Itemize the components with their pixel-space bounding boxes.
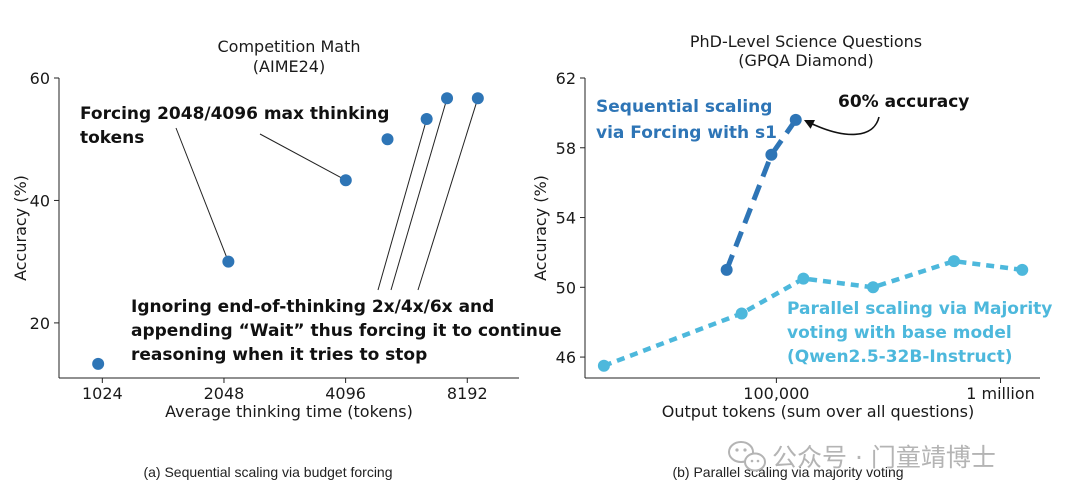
chart-b-ytick-label: 46 <box>556 348 576 367</box>
series-sequential-label: Sequential scaling via Forcing with s1 <box>596 97 778 143</box>
annotation-budget-leader <box>175 127 229 262</box>
series-parallel-point <box>735 307 748 320</box>
series-sequential-point <box>765 148 778 161</box>
series-parallel-line <box>603 258 1023 368</box>
chart-a-point <box>381 133 394 146</box>
watermark: 公众号 · 门童靖博士 <box>728 441 996 472</box>
chart-a-point <box>441 92 454 105</box>
chart-aime24: Competition Math (AIME24) 20 40 60 1024 204… <box>11 37 567 480</box>
chart-a-annotation-budget: Forcing 2048/4096 max thinking tokens <box>80 104 395 148</box>
chart-b-xlabel: Output tokens (sum over all questions) <box>662 402 974 421</box>
chart-a-annotation-wait: Ignoring end-of-thinking 2x/4x/6x and ap… <box>131 297 567 365</box>
annotation-wait-line-2: appending “Wait” thus forcing it to cont… <box>131 321 562 341</box>
annotation-wait-leader <box>377 118 428 291</box>
chart-a-xtick-label: 4096 <box>325 384 366 403</box>
chart-a-subtitle: (AIME24) <box>253 57 325 76</box>
annotation-budget-line-1: Forcing 2048/4096 max thinking <box>80 104 389 124</box>
chart-b-ytick-label: 58 <box>556 139 576 158</box>
chart-b-ytick-label: 54 <box>556 209 576 228</box>
series-sequential-line <box>724 118 798 271</box>
chart-b-caption: (b) Parallel scaling via majority voting <box>672 464 903 480</box>
series-parallel-point <box>867 281 880 294</box>
chart-a-xtick-label: 2048 <box>204 384 245 403</box>
chart-b-ytick-label: 50 <box>556 278 576 297</box>
series-parallel-label-line-2: voting with base model <box>787 323 1012 343</box>
annotation-peak-arrow <box>803 116 880 136</box>
chart-b-xtick-label: 1 million <box>966 384 1035 403</box>
series-sequential-label-line-1: Sequential scaling <box>596 97 772 117</box>
series-parallel-point <box>797 272 810 285</box>
chart-a-ytick-label: 20 <box>30 314 50 333</box>
annotation-peak-label: 60% accuracy <box>838 92 969 112</box>
chart-b-xtick-label: 100,000 <box>743 384 809 403</box>
chart-a-point <box>420 113 433 126</box>
chart-a-xlabel: Average thinking time (tokens) <box>165 402 413 421</box>
annotation-wait-line-3: reasoning when it tries to stop <box>131 345 427 365</box>
series-parallel-point <box>1016 263 1029 276</box>
series-sequential-point <box>789 113 802 126</box>
chart-a-title: Competition Math <box>217 37 360 56</box>
chart-a-ytick-label: 60 <box>30 69 50 88</box>
chart-a-xtick-label: 1024 <box>82 384 123 403</box>
annotation-budget-line-2: tokens <box>80 128 144 148</box>
chart-a-point <box>222 255 235 268</box>
series-parallel-label-line-3: (Qwen2.5-32B-Instruct) <box>787 347 1013 367</box>
chart-a-ylabel: Accuracy (%) <box>11 175 30 281</box>
chart-gpqa: PhD-Level Science Questions (GPQA Diamon… <box>531 32 1058 480</box>
chart-b-title: PhD-Level Science Questions <box>690 32 922 51</box>
series-parallel-point <box>947 255 960 268</box>
chart-a-caption: (a) Sequential scaling via budget forcin… <box>143 464 392 480</box>
watermark-text: 公众号 · 门童靖博士 <box>772 443 996 472</box>
chart-a-point <box>471 92 484 105</box>
chart-b-ylabel: Accuracy (%) <box>531 175 550 281</box>
annotation-wait-line-1: Ignoring end-of-thinking 2x/4x/6x and <box>131 297 494 317</box>
chart-a-xtick-label: 8192 <box>447 384 488 403</box>
chart-a-point <box>339 174 352 187</box>
series-sequential-label-line-2: via Forcing with s1 <box>596 123 777 143</box>
series-parallel-point <box>597 359 610 372</box>
chart-b-subtitle: (GPQA Diamond) <box>738 51 873 70</box>
annotation-wait-leader <box>390 98 448 291</box>
annotation-wait-leader <box>417 98 479 291</box>
annotation-budget-leader <box>259 133 347 181</box>
chart-a-point <box>92 357 105 370</box>
series-parallel-label: Parallel scaling via Majority voting wit… <box>787 299 1058 367</box>
wechat-icon <box>728 441 766 472</box>
chart-b-ytick-label: 62 <box>556 69 576 88</box>
series-sequential-point <box>720 263 733 276</box>
series-parallel-label-line-1: Parallel scaling via Majority <box>787 299 1052 319</box>
chart-a-ytick-label: 40 <box>30 191 50 210</box>
